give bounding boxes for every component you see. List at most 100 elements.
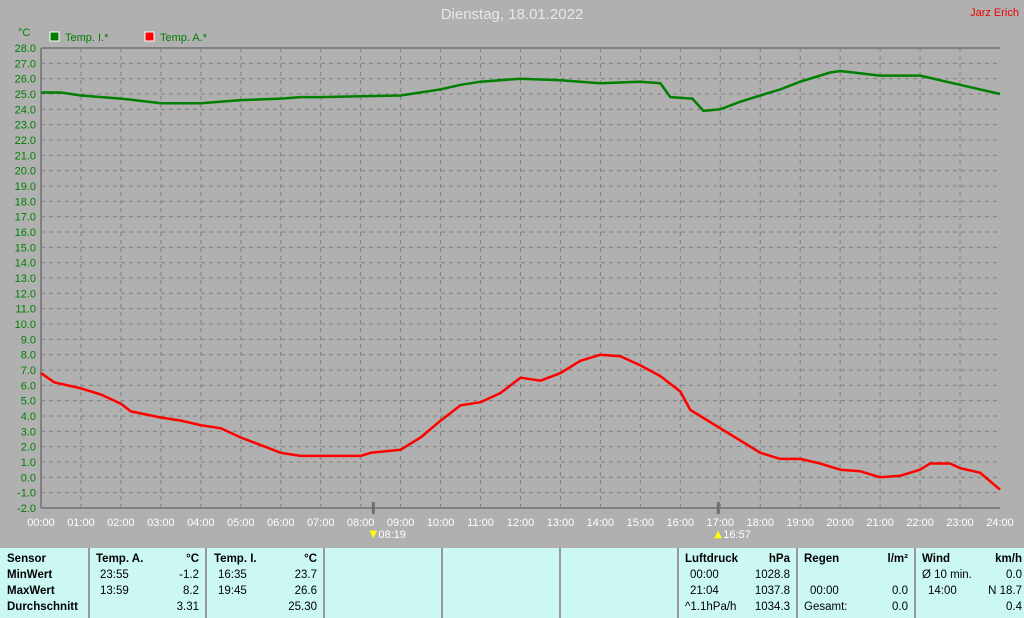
x-tick-label: 09:00 — [387, 517, 415, 529]
x-tick-label: 24:00 — [986, 517, 1014, 529]
y-tick-label: 22.0 — [15, 135, 36, 147]
unit-rain: l/m² — [887, 553, 908, 565]
x-tick-label: 06:00 — [267, 517, 295, 529]
row-avg: Durchschnitt — [7, 601, 78, 613]
y-tick-label: 12.0 — [15, 288, 36, 300]
unit-wind: km/h — [995, 553, 1022, 565]
x-tick-label: 15:00 — [627, 517, 655, 529]
y-axis-unit: °C — [18, 27, 30, 39]
stats-table: Sensor MinWert MaxWert Durchschnitt Temp… — [0, 548, 1024, 618]
x-tick-label: 04:00 — [187, 517, 215, 529]
wind-avg: 0.0 — [1006, 569, 1022, 581]
y-tick-label: 9.0 — [21, 334, 36, 346]
temp-i-max: 26.6 — [294, 585, 317, 597]
pressure-min: 1028.8 — [754, 569, 790, 581]
pressure-max: 1037.8 — [754, 585, 790, 597]
x-tick-label: 01:00 — [67, 517, 95, 529]
temp-a-min: -1.2 — [179, 569, 199, 581]
temp-a-min-time: 23:55 — [100, 569, 129, 581]
temp-i-max-time: 19:45 — [218, 585, 247, 597]
pressure-current: 1034.3 — [754, 601, 790, 613]
x-tick-label: 18:00 — [746, 517, 774, 529]
y-tick-label: 11.0 — [15, 304, 36, 316]
rain-value: 0.0 — [892, 585, 908, 597]
x-tick-label: 17:00 — [707, 517, 735, 529]
header-sensor: Sensor — [7, 553, 46, 565]
row-max: MaxWert — [7, 585, 55, 597]
x-tick-label: 05:00 — [227, 517, 255, 529]
x-tick-label: 14:00 — [587, 517, 615, 529]
y-tick-label: 10.0 — [15, 319, 36, 331]
x-tick-label: 19:00 — [786, 517, 814, 529]
temp-i-min-time: 16:35 — [218, 569, 247, 581]
legend-label: Temp. I.* — [65, 32, 109, 44]
chart-title: Dienstag, 18.01.2022 — [440, 6, 584, 23]
x-tick-label: 11:00 — [467, 517, 494, 529]
sunrise-icon: ▼ — [369, 529, 377, 540]
series-line — [41, 69, 1001, 113]
header-rain: Regen — [804, 553, 840, 565]
header-wind: Wind — [922, 553, 950, 565]
header-pressure: Luftdruck — [685, 553, 739, 565]
x-tick-label: 08:00 — [347, 517, 375, 529]
legend-swatch — [49, 31, 60, 42]
y-tick-label: 28.0 — [15, 43, 36, 55]
temp-a-max-time: 13:59 — [100, 585, 129, 597]
author-label: Jarz Erich — [970, 7, 1019, 19]
x-tick-label: 07:00 — [307, 517, 335, 529]
x-tick-label: 23:00 — [946, 517, 974, 529]
y-tick-label: 3.0 — [21, 426, 36, 438]
y-tick-label: 27.0 — [15, 58, 36, 70]
y-tick-label: 26.0 — [15, 74, 36, 86]
pressure-min-time: 00:00 — [690, 569, 719, 581]
unit-pressure: hPa — [768, 553, 790, 565]
y-tick-label: -2.0 — [17, 503, 36, 515]
y-tick-label: 19.0 — [15, 181, 36, 193]
sunset-label: 16:57 — [723, 529, 751, 541]
y-tick-label: 25.0 — [15, 89, 36, 101]
temp-a-avg: 3.31 — [176, 601, 199, 613]
x-tick-label: 00:00 — [27, 517, 55, 529]
y-tick-label: 6.0 — [21, 380, 36, 392]
y-tick-label: -1.0 — [17, 488, 36, 500]
y-tick-label: 21.0 — [15, 150, 36, 162]
y-tick-label: 23.0 — [15, 120, 36, 132]
x-tick-label: 22:00 — [906, 517, 934, 529]
unit-temp-a: °C — [186, 553, 199, 565]
y-tick-label: 14.0 — [15, 258, 36, 270]
rain-total-label: Gesamt: — [804, 601, 848, 613]
x-tick-label: 12:00 — [507, 517, 535, 529]
y-tick-label: 16.0 — [15, 227, 36, 239]
x-tick-label: 10:00 — [427, 517, 455, 529]
rain-time: 00:00 — [810, 585, 839, 597]
temp-i-avg: 25.30 — [288, 601, 317, 613]
temp-i-min: 23.7 — [294, 569, 317, 581]
sunrise-label: 08:19 — [378, 529, 406, 541]
temp-a-max: 8.2 — [183, 585, 199, 597]
pressure-max-time: 21:04 — [690, 585, 719, 597]
y-tick-label: 2.0 — [21, 442, 36, 454]
x-tick-label: 21:00 — [866, 517, 894, 529]
series-line — [40, 353, 1001, 491]
y-tick-label: 4.0 — [21, 411, 36, 423]
wind-current: 0.4 — [1006, 601, 1022, 613]
row-min: MinWert — [7, 569, 53, 581]
x-tick-label: 02:00 — [107, 517, 135, 529]
legend-label: Temp. A.* — [160, 32, 208, 44]
wind-max: N 18.7 — [988, 585, 1022, 597]
y-tick-label: 18.0 — [15, 196, 36, 208]
wind-avg-label: Ø 10 min. — [922, 569, 972, 581]
y-tick-label: 1.0 — [21, 457, 36, 469]
header-temp-i: Temp. I. — [214, 553, 257, 565]
pressure-trend: ^1.1hPa/h — [685, 601, 737, 613]
legend-swatch — [144, 31, 155, 42]
y-tick-label: 24.0 — [15, 104, 36, 116]
y-tick-label: 7.0 — [21, 365, 36, 377]
y-tick-label: 20.0 — [15, 166, 36, 178]
y-tick-label: 8.0 — [21, 350, 36, 362]
x-tick-label: 16:00 — [667, 517, 695, 529]
wind-max-time: 14:00 — [928, 585, 957, 597]
y-tick-label: 0.0 — [21, 472, 36, 484]
y-tick-label: 15.0 — [15, 242, 36, 254]
rain-total: 0.0 — [892, 601, 908, 613]
